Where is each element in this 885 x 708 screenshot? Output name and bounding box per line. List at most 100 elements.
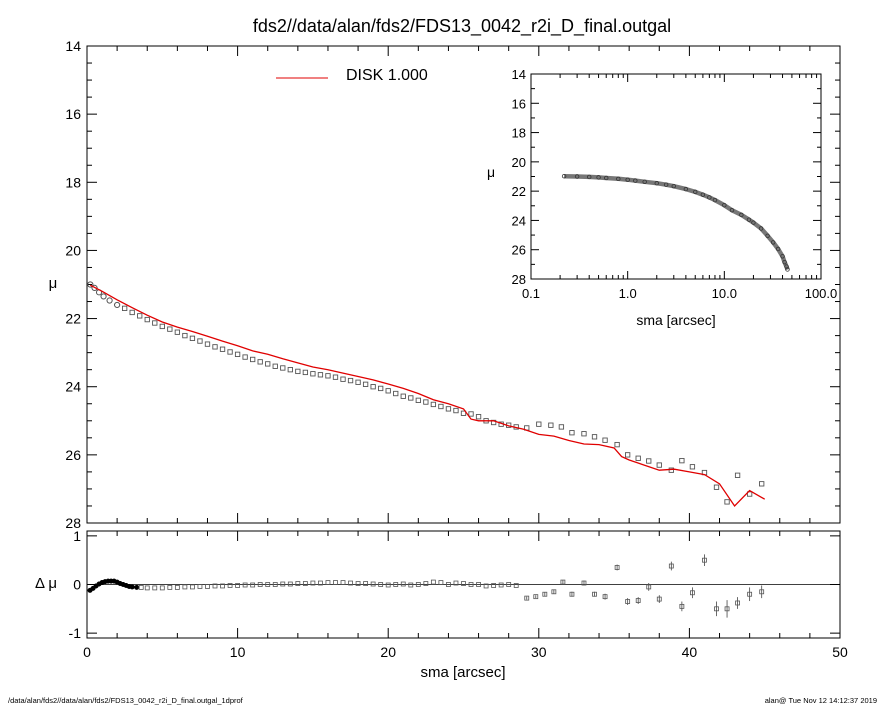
residual-point	[602, 594, 608, 600]
inset-data-point	[561, 174, 567, 179]
main-data-point	[385, 388, 391, 394]
main-data-point	[310, 371, 316, 377]
inset-y-tick-label: 20	[512, 155, 526, 170]
main-data-point	[272, 363, 278, 369]
inset-data-point	[712, 197, 718, 203]
main-data-point	[189, 335, 196, 341]
main-data-point	[475, 414, 482, 420]
residual-point	[690, 590, 695, 596]
main-data-point	[234, 351, 241, 357]
residual-point	[446, 582, 451, 587]
main-data-point	[536, 421, 542, 427]
main-data-point	[87, 281, 94, 288]
inset-data-point	[671, 183, 676, 189]
residual-point	[735, 600, 740, 606]
residual-point	[491, 583, 497, 588]
main-data-point	[355, 379, 361, 385]
main-data-point	[287, 367, 293, 373]
residual-x-axis-label: sma [arcsec]	[420, 664, 505, 681]
residual-point	[190, 584, 195, 590]
residual-y-tick-label: 1	[73, 528, 81, 544]
residual-point	[174, 585, 180, 590]
main-data-point	[106, 297, 113, 304]
residual-point	[152, 585, 158, 591]
residual-point	[250, 582, 256, 588]
main-data-point	[548, 422, 554, 428]
residual-x-tick-label: 10	[230, 644, 246, 660]
residual-point	[551, 589, 557, 595]
main-data-point	[635, 455, 641, 461]
inset-data-layer	[561, 173, 790, 272]
main-data-point	[174, 329, 181, 335]
main-data-point	[591, 434, 598, 440]
residual-point	[668, 563, 674, 569]
inset-data-point	[758, 226, 764, 231]
chart-title: fds2//data/alan/fds2/FDS13_0042_r2i_D_fi…	[253, 16, 671, 37]
residual-point	[393, 582, 399, 587]
inset-x-axis-label: sma [arcsec]	[636, 312, 715, 328]
residual-point	[280, 581, 286, 587]
inset-data-point	[765, 233, 770, 239]
residual-x-tick-label: 20	[380, 644, 396, 660]
inset-data-point	[729, 207, 735, 213]
inset-y-tick-label: 26	[512, 243, 526, 258]
main-data-point	[114, 301, 121, 309]
residual-point	[461, 581, 466, 586]
inset-y-tick-label: 16	[512, 96, 526, 111]
main-data-point	[317, 372, 324, 378]
residual-point	[423, 581, 429, 586]
residual-point	[129, 584, 135, 590]
main-data-point	[400, 393, 406, 399]
main-data-point	[280, 365, 286, 371]
residual-point	[310, 580, 316, 586]
main-data-point	[468, 411, 474, 417]
residual-point	[363, 581, 369, 586]
residual-point	[453, 580, 459, 586]
main-data-point	[121, 305, 128, 311]
main-data-point	[415, 397, 421, 403]
main-data-point	[614, 441, 620, 448]
inset-x-tick-label: 1.0	[619, 286, 637, 301]
residual-point	[302, 581, 308, 586]
main-data-point	[734, 472, 741, 478]
main-data-point	[295, 368, 301, 375]
residual-point	[714, 606, 719, 612]
main-data-point	[325, 373, 331, 379]
residual-point	[378, 582, 384, 587]
inset-data-point	[654, 181, 659, 186]
main-data-point	[423, 399, 429, 405]
residual-point	[635, 598, 641, 603]
footer-user-timestamp: alan@ Tue Nov 12 14:12:37 2019	[764, 696, 877, 705]
residual-point	[656, 596, 662, 602]
main-data-point	[362, 381, 369, 387]
main-y-tick-label: 16	[65, 106, 81, 122]
main-data-point	[159, 323, 165, 330]
main-data-point	[219, 346, 226, 352]
inset-data-point	[785, 267, 790, 272]
residual-point	[159, 585, 165, 591]
main-data-point	[182, 332, 188, 339]
residual-point	[220, 583, 225, 589]
main-y-tick-label: 20	[65, 242, 81, 258]
residual-point	[646, 584, 652, 590]
inset-data-point	[683, 186, 689, 192]
main-data-point	[265, 361, 271, 367]
main-data-point	[204, 341, 211, 347]
main-data-point	[746, 491, 753, 497]
residual-point	[759, 589, 765, 595]
inset-data-point	[625, 177, 630, 182]
main-data-point	[242, 354, 248, 360]
main-data-point	[602, 437, 608, 443]
residual-point	[498, 582, 504, 588]
inset-data-point	[707, 195, 712, 200]
main-data-point	[679, 457, 685, 464]
main-data-point	[646, 458, 652, 464]
main-data-point	[724, 499, 730, 505]
inset-x-tick-label: 10.0	[712, 286, 737, 301]
residual-y-axis-label: Δ μ	[35, 575, 57, 592]
inset-data-point	[663, 182, 669, 187]
main-y-tick-label: 22	[65, 311, 81, 327]
inset-data-point	[751, 220, 756, 225]
inset-data-point	[746, 217, 752, 222]
inset-axis-ticks: 14 16 18 20 22 24 26 280.1 1.0 10.0 100.0	[512, 67, 838, 301]
